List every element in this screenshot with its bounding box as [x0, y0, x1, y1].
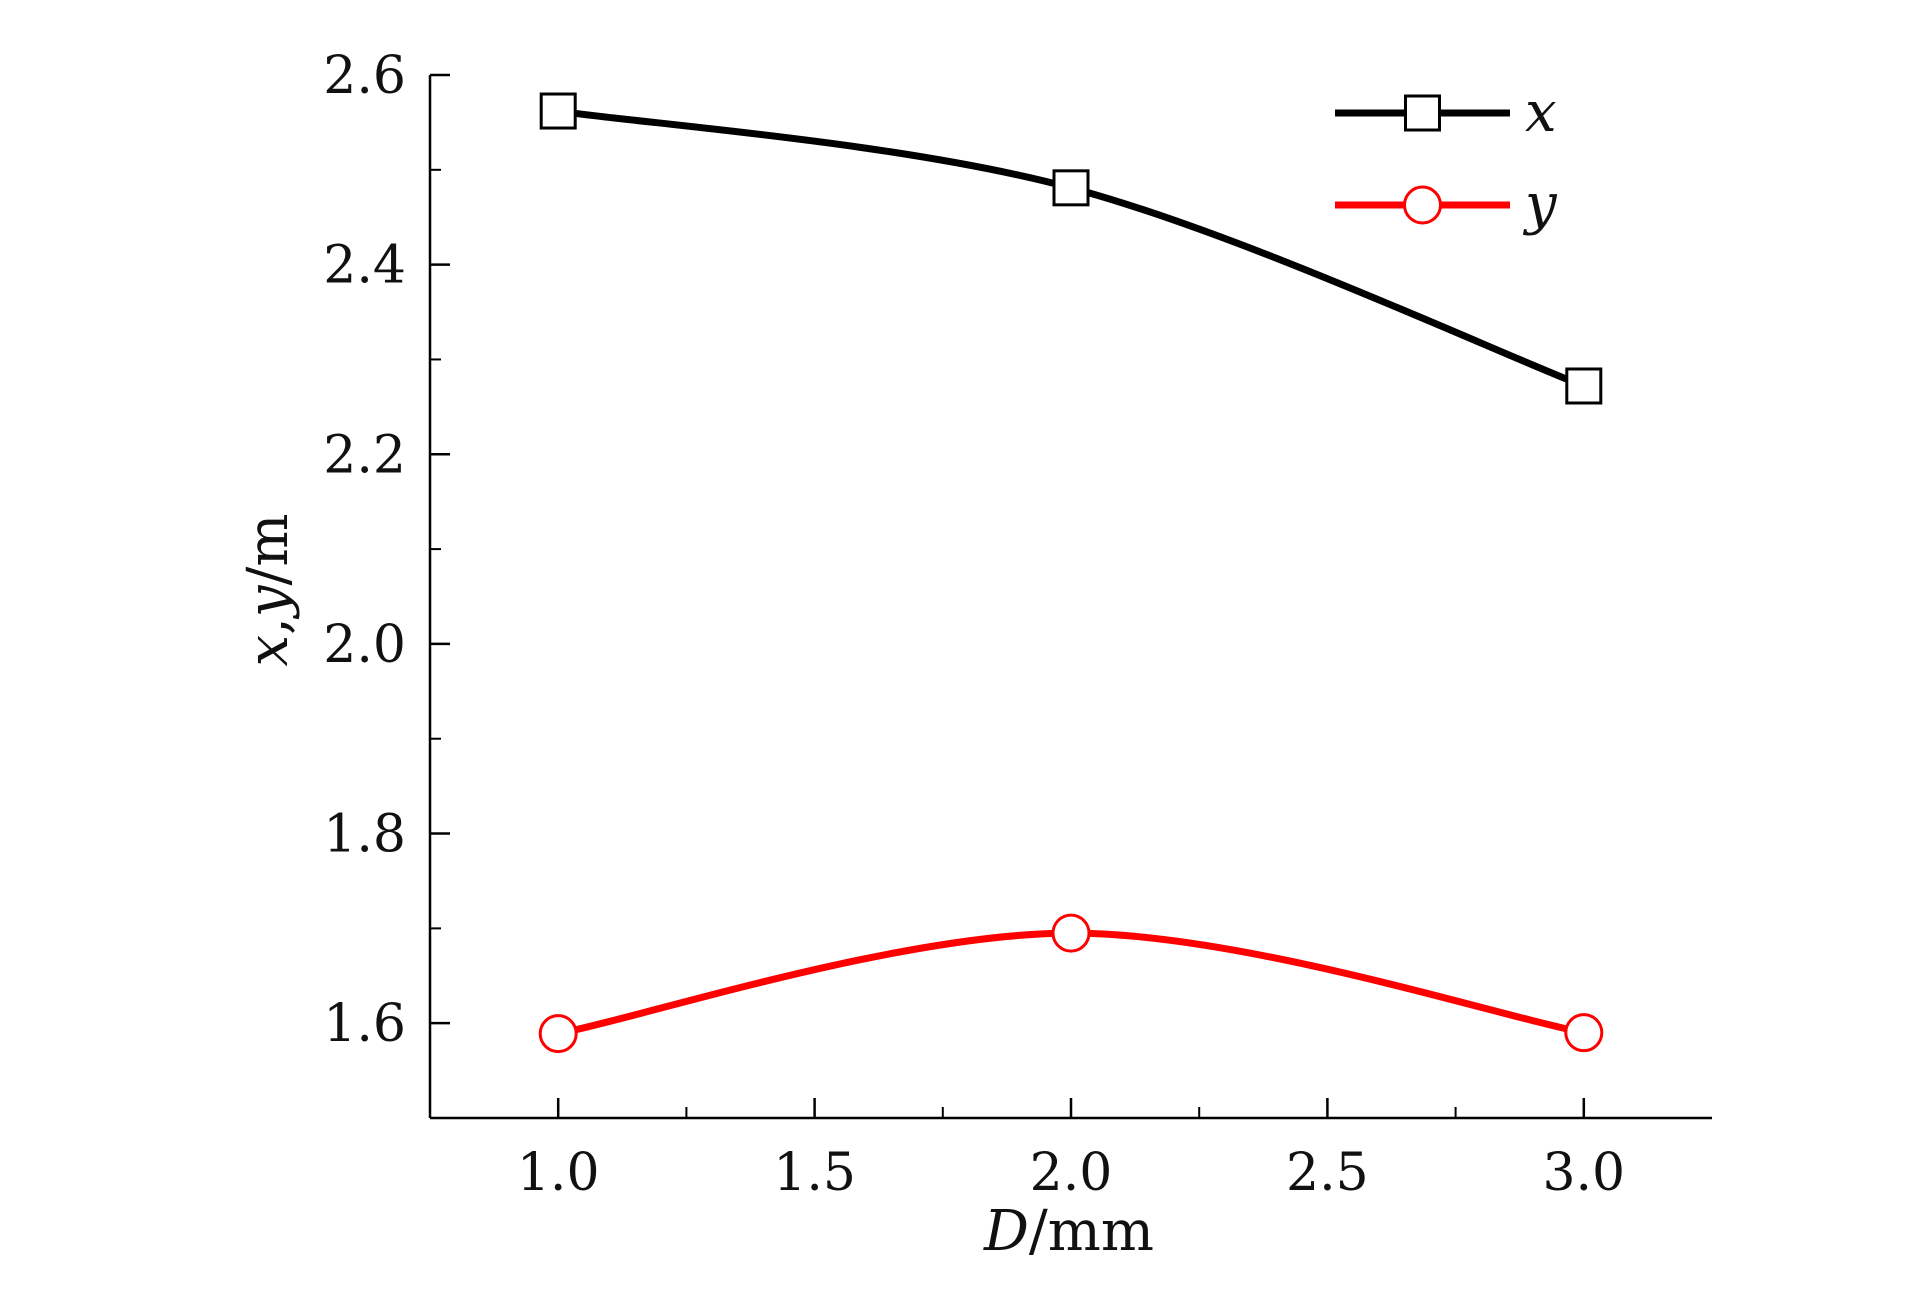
data-point-y — [1564, 1013, 1604, 1053]
y-axis-label-symbol-y: y — [236, 584, 301, 620]
legend-marker-y — [1403, 185, 1442, 225]
y-axis-label: x,y/m — [236, 513, 301, 666]
y-tick-label: 2.2 — [323, 425, 406, 485]
y-axis-label-symbol-x: x — [236, 635, 301, 667]
y-tick-label: 2.0 — [323, 615, 406, 675]
series-line-x — [557, 107, 1586, 390]
x-tick-label: 3.0 — [1542, 1143, 1625, 1203]
y-axis-label-separator: , — [236, 617, 301, 635]
y-tick-label: 2.4 — [323, 236, 406, 296]
legend-marker-x — [1404, 94, 1441, 132]
y-axis-label-unit: /m — [236, 513, 301, 585]
y-tick-label: 1.8 — [323, 805, 406, 865]
legend: xy — [1335, 80, 1558, 237]
axes — [428, 75, 1712, 1120]
data-point-y — [538, 1014, 578, 1054]
legend-label-y: y — [1522, 172, 1558, 237]
x-axis-label: D/mm — [983, 1199, 1154, 1264]
x-tick-label: 1.5 — [773, 1143, 856, 1203]
x-axis-label-unit: /mm — [1029, 1199, 1154, 1264]
x-tick-label: 1.0 — [517, 1143, 600, 1203]
series-lines — [557, 107, 1586, 1038]
data-point-x — [539, 92, 577, 130]
x-tick-label: 2.0 — [1030, 1143, 1113, 1203]
y-tick-label: 2.6 — [323, 46, 406, 106]
y-ticks: 1.6 1.8 2.0 2.2 2.4 2.6 — [323, 46, 450, 1119]
y-tick-label: 1.6 — [323, 994, 406, 1054]
data-point-x — [1052, 169, 1090, 207]
x-tick-label: 2.5 — [1286, 1143, 1369, 1203]
data-point-x — [1565, 367, 1603, 405]
data-point-y — [1051, 913, 1091, 953]
x-ticks: 1.0 1.5 2.0 2.5 3.0 — [517, 1098, 1625, 1203]
legend-label-x: x — [1525, 80, 1557, 145]
series-markers — [538, 92, 1604, 1054]
x-axis-label-symbol: D — [983, 1199, 1029, 1264]
